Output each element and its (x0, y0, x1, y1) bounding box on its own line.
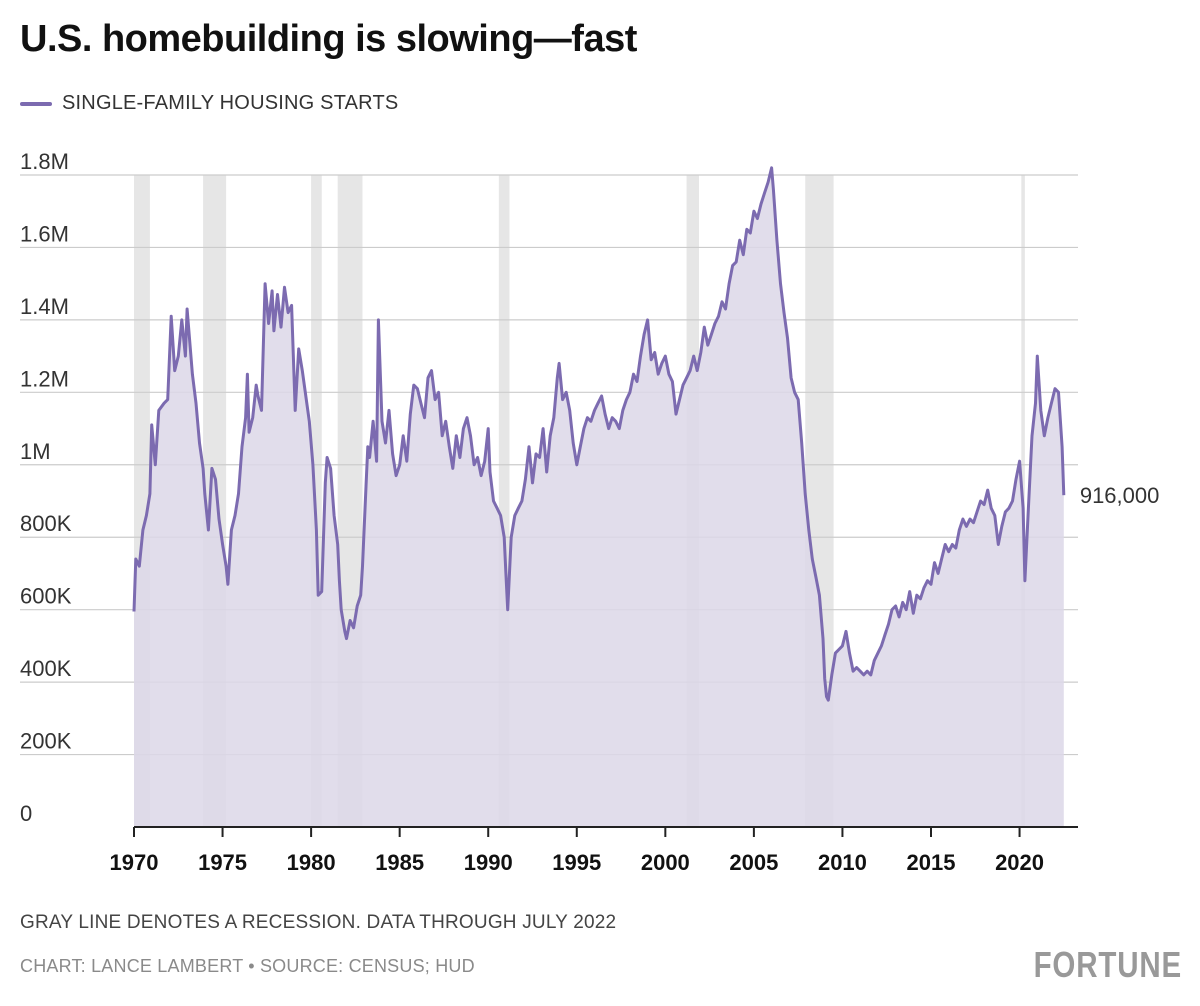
x-tick-label: 2020 (995, 850, 1044, 875)
axes (133, 826, 1078, 837)
x-tick-label: 2010 (818, 850, 867, 875)
legend-label: SINGLE-FAMILY HOUSING STARTS (62, 92, 399, 114)
chart-title: U.S. homebuilding is slowing—fast (20, 18, 637, 60)
y-tick-label: 800K (20, 511, 72, 536)
housing-starts-chart: 0 200K 400K 600K 800K 1M 1.2M 1.4M 1.6M 1.8M 916,0… (20, 149, 1159, 875)
x-tick-label: 1990 (464, 850, 513, 875)
x-tick-label: 2000 (641, 850, 690, 875)
y-tick-label: 1.6M (20, 221, 69, 246)
area-layer (132, 166, 1066, 828)
y-tick-label: 1.8M (20, 149, 69, 174)
x-tick-label: 1980 (287, 850, 336, 875)
series-area (134, 167, 1064, 828)
chart-note: GRAY LINE DENOTES A RECESSION. DATA THRO… (20, 912, 617, 933)
chart-credit: CHART: LANCE LAMBERT • SOURCE: CENSUS; H… (20, 956, 475, 976)
y-tick-label: 600K (20, 584, 72, 609)
x-tick-label: 2015 (907, 850, 956, 875)
y-tick-label: 200K (20, 729, 72, 754)
x-tick-label: 1975 (198, 850, 247, 875)
tick-labels: 0 200K 400K 600K 800K 1M 1.2M 1.4M 1.6M 1.8M 916,0… (20, 149, 1159, 875)
recession-band-4 (498, 175, 510, 827)
y-tick-label: 1.4M (20, 294, 69, 319)
y-tick-label: 1M (20, 439, 51, 464)
legend-swatch (20, 101, 52, 106)
x-tick-label: 2005 (729, 850, 778, 875)
series-line (132, 166, 1066, 702)
x-tick-label: 1985 (375, 850, 424, 875)
recession-band-2 (311, 175, 322, 827)
y-tick-label: 0 (20, 801, 32, 826)
x-tick-label: 1995 (552, 850, 601, 875)
y-tick-label: 1.2M (20, 366, 69, 391)
fortune-logo: FORTUNE (1033, 944, 1182, 985)
legend: SINGLE-FAMILY HOUSING STARTS (20, 92, 398, 115)
x-tick-label: 1970 (110, 850, 159, 875)
end-value-label: 916,000 (1080, 483, 1160, 508)
y-tick-label: 400K (20, 656, 72, 681)
